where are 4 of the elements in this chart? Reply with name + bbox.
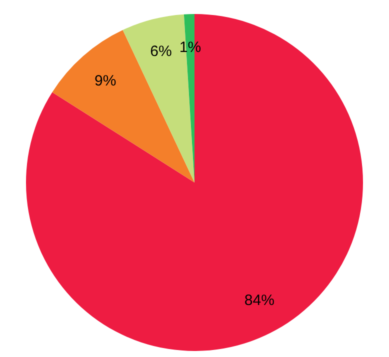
data-label: 1% [179, 38, 202, 56]
data-label: 6% [150, 43, 172, 60]
data-label: 84% [244, 292, 274, 309]
data-label: 9% [94, 72, 116, 90]
